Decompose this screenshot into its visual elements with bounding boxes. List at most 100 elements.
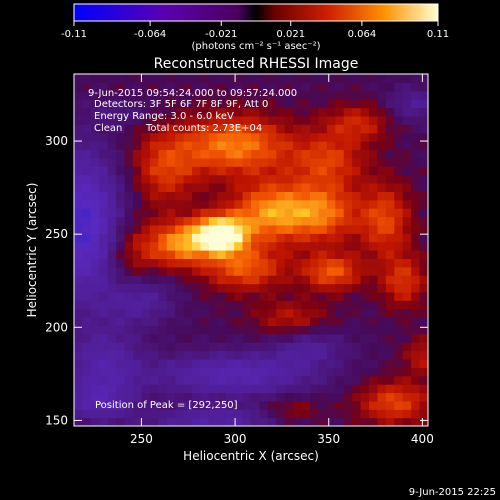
heatmap-cell (284, 283, 294, 293)
heatmap-cell (166, 300, 176, 310)
heatmap-cell (352, 174, 362, 184)
heatmap-cell (301, 342, 311, 352)
heatmap-cell (242, 157, 252, 167)
heatmap-cell (284, 174, 294, 184)
heatmap-cell (394, 224, 404, 234)
heatmap-cell (293, 258, 303, 268)
heatmap-cell (225, 132, 235, 142)
heatmap-cell (402, 182, 412, 192)
heatmap-cell (394, 107, 404, 117)
heatmap-cell (318, 99, 328, 109)
heatmap-cell (183, 115, 193, 125)
heatmap-cell (141, 199, 151, 209)
heatmap-cell (276, 333, 286, 343)
heatmap-cell (318, 275, 328, 285)
heatmap-cell (318, 358, 328, 368)
heatmap-cell (242, 358, 252, 368)
heatmap-cell (293, 300, 303, 310)
heatmap-cell (394, 174, 404, 184)
heatmap-cell (402, 400, 412, 410)
heatmap-cell (183, 375, 193, 385)
y-tick-label: 250 (45, 227, 68, 241)
heatmap-cell (318, 141, 328, 151)
heatmap-cell (394, 392, 404, 402)
heatmap-cell (141, 266, 151, 276)
heatmap-cell (192, 233, 202, 243)
heatmap-cell (293, 417, 303, 426)
heatmap-cell (377, 115, 387, 125)
colorbar-tick-label: 0.021 (276, 29, 305, 40)
heatmap-cell (259, 132, 269, 142)
heatmap-cell (149, 191, 159, 201)
heatmap-cell (183, 250, 193, 259)
heatmap-cell (166, 74, 176, 83)
heatmap-cell (352, 216, 362, 226)
heatmap-cell (267, 107, 277, 117)
heatmap-cell (369, 367, 379, 377)
heatmap-cell (183, 392, 193, 402)
heatmap-cell (360, 325, 370, 335)
heatmap-cell (124, 308, 134, 318)
heatmap-cell (192, 358, 202, 368)
heatmap-cell (343, 208, 353, 218)
heatmap-cell (200, 124, 210, 134)
heatmap-cell (192, 82, 202, 92)
heatmap-cell (411, 325, 421, 335)
heatmap-cell (149, 400, 159, 410)
heatmap-cell (141, 115, 151, 125)
heatmap-cell (166, 208, 176, 218)
heatmap-cell (369, 224, 379, 234)
heatmap-cell (234, 182, 244, 192)
heatmap-cell (183, 182, 193, 192)
heatmap-cell (385, 275, 395, 285)
heatmap-cell (251, 333, 261, 343)
heatmap-cell (369, 291, 379, 301)
heatmap-cell (208, 384, 218, 394)
heatmap-cell (335, 241, 345, 251)
heatmap-cell (276, 191, 286, 201)
heatmap-cell (124, 191, 134, 201)
heatmap-cell (149, 82, 159, 92)
heatmap-cell (183, 74, 193, 83)
heatmap-cell (310, 182, 320, 192)
heatmap-cell (343, 317, 353, 327)
heatmap-cell (360, 266, 370, 276)
heatmap-cell (175, 333, 185, 343)
heatmap-cell (402, 115, 412, 125)
heatmap-cell (411, 216, 421, 226)
heatmap-cell (402, 157, 412, 167)
heatmap-cell (217, 90, 227, 100)
heatmap-cell (124, 258, 134, 268)
heatmap-cell (284, 99, 294, 109)
heatmap-cell (369, 99, 379, 109)
heatmap-cell (175, 149, 185, 159)
heatmap-cell (166, 90, 176, 100)
heatmap-cell (234, 141, 244, 151)
heatmap-cell (369, 250, 379, 259)
heatmap-cell (310, 166, 320, 176)
heatmap-cell (90, 182, 100, 192)
heatmap-cell (242, 99, 252, 109)
heatmap-cell (326, 124, 336, 134)
heatmap-cell (369, 124, 379, 134)
heatmap-cell (259, 291, 269, 301)
heatmap-cell (318, 157, 328, 167)
heatmap-cell (251, 199, 261, 209)
heatmap-cell (419, 124, 428, 134)
heatmap-cell (200, 149, 210, 159)
heatmap-cell (411, 141, 421, 151)
heatmap-cell (310, 317, 320, 327)
heatmap-cell (183, 107, 193, 117)
heatmap-cell (411, 124, 421, 134)
heatmap-cell (234, 308, 244, 318)
annotation-energy: Energy Range: 3.0 - 6.0 keV (94, 111, 234, 122)
heatmap-cell (124, 300, 134, 310)
heatmap-cell (276, 350, 286, 360)
heatmap-cell (251, 300, 261, 310)
heatmap-cell (183, 174, 193, 184)
heatmap-cell (107, 191, 117, 201)
heatmap-cell (242, 283, 252, 293)
heatmap-cell (183, 208, 193, 218)
heatmap-cell (208, 308, 218, 318)
heatmap-cell (377, 308, 387, 318)
